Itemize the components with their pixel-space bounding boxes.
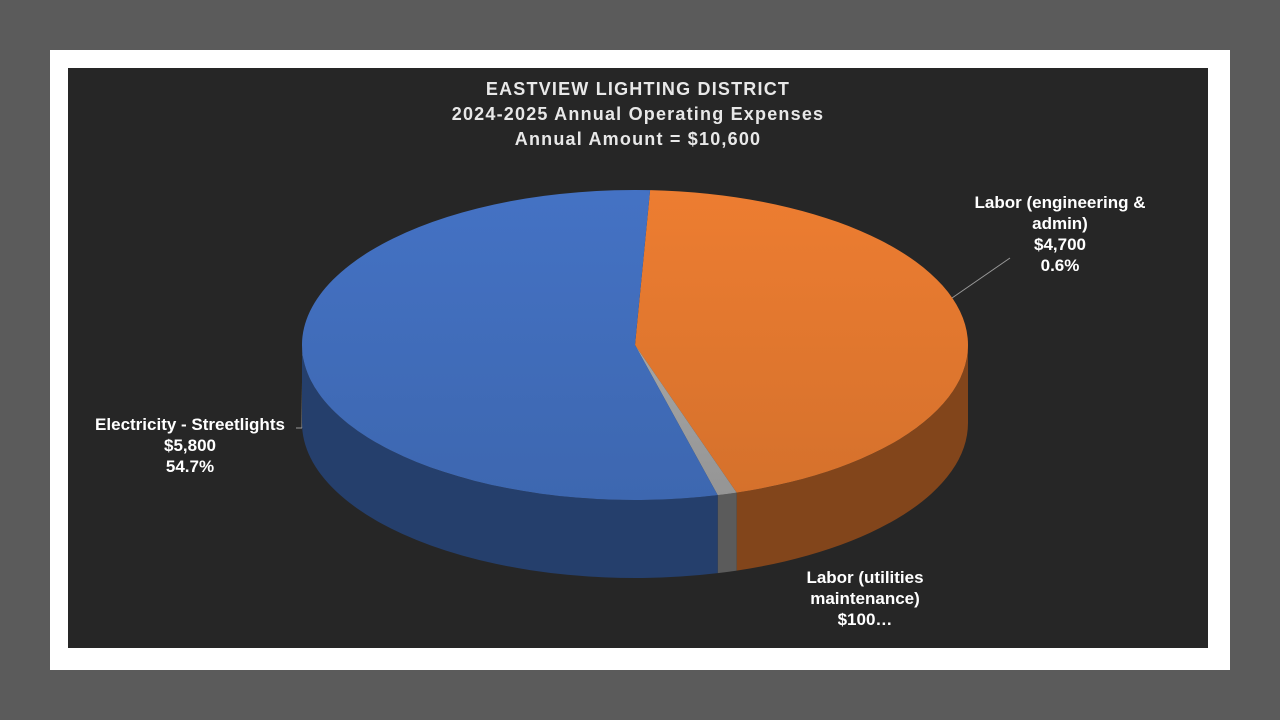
slice	[635, 190, 968, 493]
chart-title: EASTVIEW LIGHTING DISTRICT	[485, 79, 791, 99]
label-line: 54.7%	[165, 457, 215, 476]
slice	[302, 190, 718, 501]
slice-side	[717, 492, 737, 574]
label-line: Electricity - Streetlights	[95, 415, 285, 434]
label-line: $5,800	[164, 436, 216, 455]
chart-subtitle: Annual Amount = $10,600	[514, 129, 762, 149]
label-line: 0.6%	[1040, 256, 1080, 275]
slice-side	[736, 345, 968, 571]
slice-side	[302, 345, 718, 578]
label-line: Labor (utilities maintenance)	[806, 568, 924, 608]
data-label: Electricity - Streetlights $5,800 54.7%	[80, 414, 300, 477]
label-line: Labor (engineering & admin)	[974, 193, 1146, 233]
leader-line	[951, 257, 1011, 299]
data-label: Labor (utilities maintenance) $100…	[790, 567, 940, 630]
chart-subtitle: 2024-2025 Annual Operating Expenses	[451, 104, 825, 124]
label-line: $100…	[837, 610, 893, 629]
label-line: $4,700	[1034, 235, 1086, 254]
data-label: Labor (engineering & admin) $4,700 0.6%	[955, 192, 1165, 276]
slice	[635, 345, 737, 496]
